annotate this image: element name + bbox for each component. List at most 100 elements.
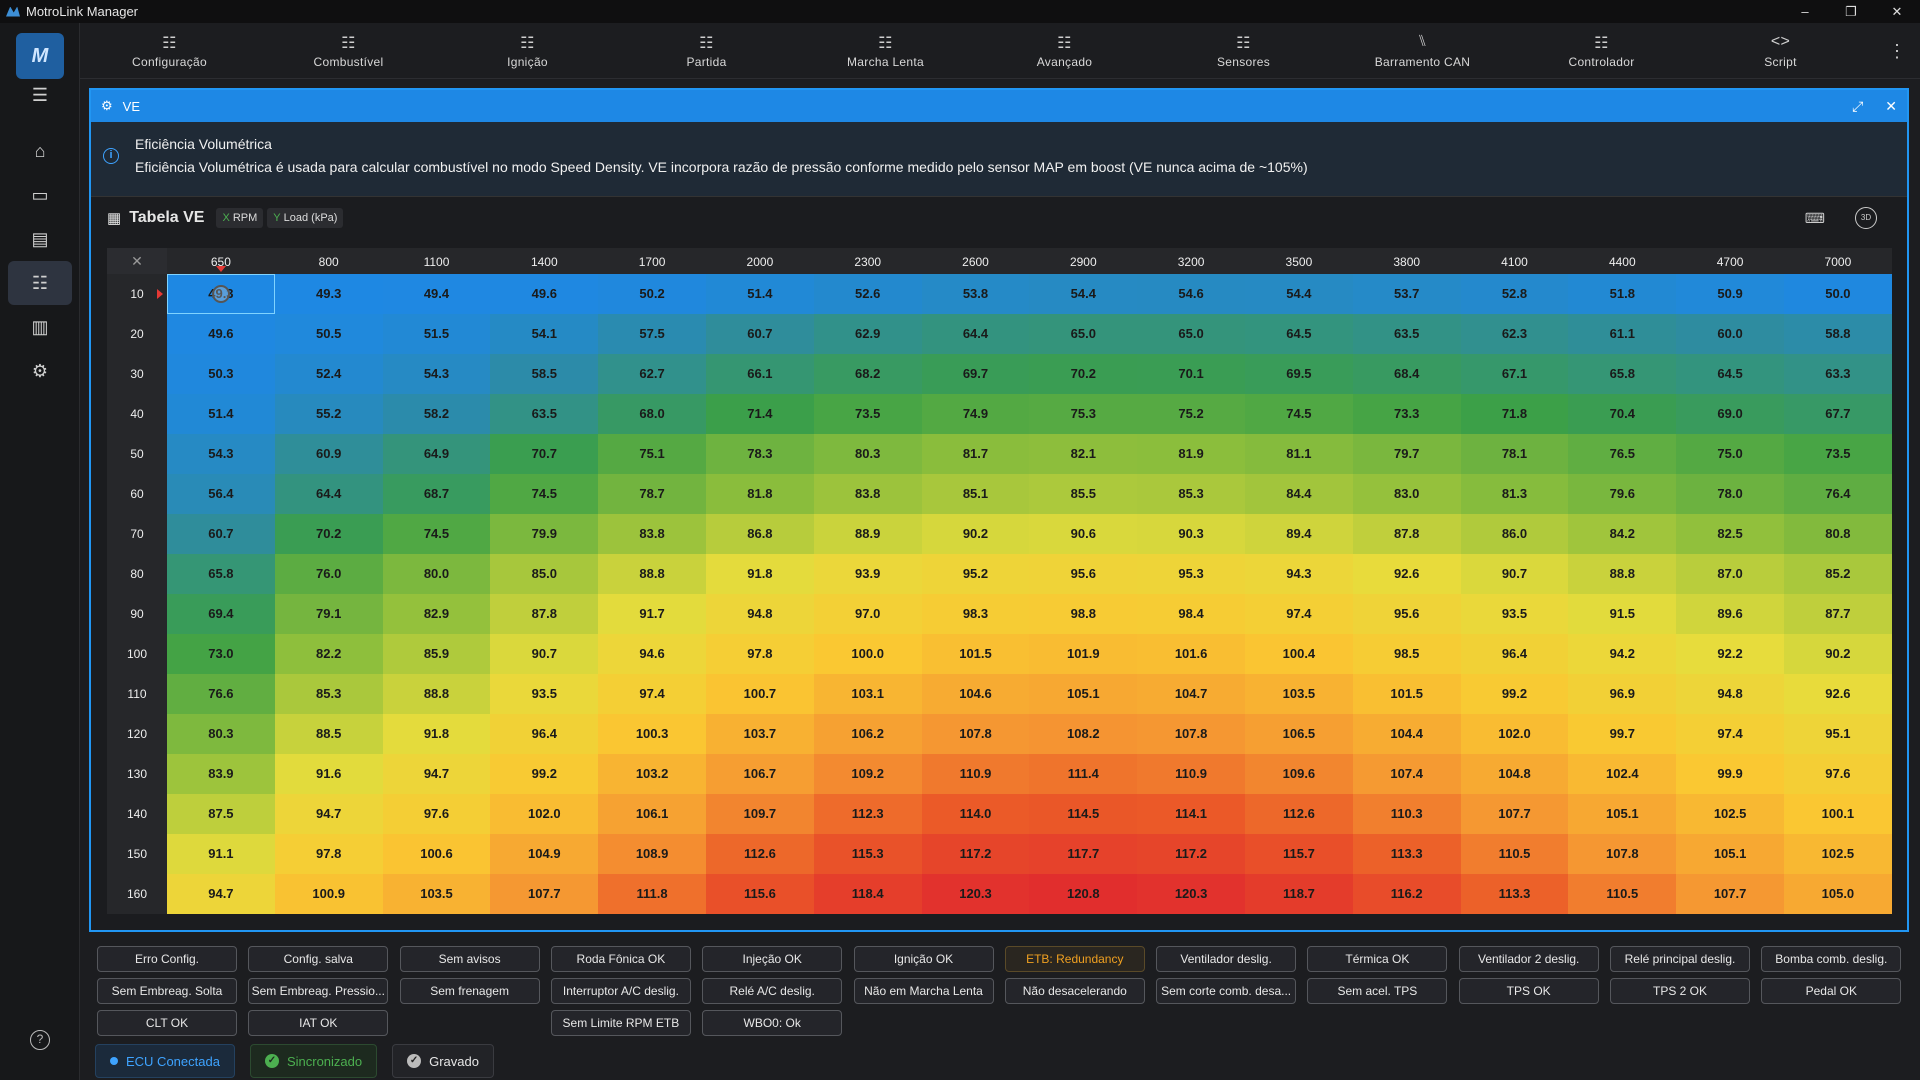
maximize-button[interactable]: ❐ <box>1845 4 1857 19</box>
ve-cell[interactable]: 70.2 <box>1029 354 1138 394</box>
ve-cell[interactable]: 87.5 <box>167 794 275 834</box>
nav-tab-barramento-can[interactable]: ⑊ Barramento CAN <box>1333 23 1512 79</box>
ve-cell[interactable]: 56.4 <box>167 474 275 514</box>
ve-cell[interactable]: 114.5 <box>1029 794 1138 834</box>
ve-cell[interactable]: 78.1 <box>1460 434 1569 474</box>
ve-cell[interactable]: 100.6 <box>382 834 491 874</box>
ve-cell[interactable]: 94.8 <box>706 594 814 634</box>
ve-cell[interactable]: 81.9 <box>1137 434 1245 474</box>
ve-cell[interactable]: 87.8 <box>490 594 599 634</box>
ve-cell[interactable]: 109.7 <box>706 794 814 834</box>
ve-cell[interactable]: 70.1 <box>1137 354 1245 394</box>
ve-cell[interactable]: 85.1 <box>921 474 1030 514</box>
ve-cell[interactable]: 116.2 <box>1352 874 1461 914</box>
ve-cell[interactable]: 103.5 <box>1245 674 1353 714</box>
ve-cell[interactable]: 82.9 <box>382 594 491 634</box>
ve-cell[interactable]: 65.0 <box>1029 314 1138 354</box>
ve-cell[interactable]: 83.0 <box>1352 474 1461 514</box>
ve-cell[interactable]: 79.7 <box>1352 434 1461 474</box>
keyboard-icon[interactable]: ⌨ <box>1804 209 1825 226</box>
ve-cell[interactable]: 97.6 <box>382 794 491 834</box>
ve-cell[interactable]: 103.7 <box>706 714 814 754</box>
nav-tab-igni-o[interactable]: ☷ Ignição <box>438 23 617 79</box>
ve-cell[interactable]: 120.3 <box>921 874 1030 914</box>
ve-cell[interactable]: 83.9 <box>167 754 275 794</box>
ve-cell[interactable]: 100.9 <box>274 874 383 914</box>
ve-cell[interactable]: 106.5 <box>1245 714 1353 754</box>
ve-cell[interactable]: 94.3 <box>1245 554 1353 594</box>
ve-cell[interactable]: 112.6 <box>1245 794 1353 834</box>
ve-cell[interactable]: 99.2 <box>1460 674 1569 714</box>
ve-cell[interactable]: 103.1 <box>813 674 922 714</box>
ve-cell[interactable]: 49.3 <box>274 274 383 314</box>
ve-cell[interactable]: 90.3 <box>1137 514 1245 554</box>
ve-cell[interactable]: 82.5 <box>1676 514 1784 554</box>
close-button[interactable]: ✕ <box>1891 4 1903 19</box>
ve-cell[interactable]: 58.5 <box>490 354 599 394</box>
ve-cell[interactable]: 92.6 <box>1784 674 1892 714</box>
ve-cell[interactable]: 90.2 <box>1784 634 1892 674</box>
ve-cell[interactable]: 80.3 <box>167 714 275 754</box>
ve-cell[interactable]: 81.3 <box>1460 474 1569 514</box>
ve-cell[interactable]: 75.2 <box>1137 394 1245 434</box>
ve-cell[interactable]: 54.3 <box>382 354 491 394</box>
ve-cell[interactable]: 96.9 <box>1568 674 1677 714</box>
ve-cell[interactable]: 49.6 <box>167 314 275 354</box>
ve-cell[interactable]: 64.9 <box>382 434 491 474</box>
ve-cell[interactable]: 92.2 <box>1676 634 1784 674</box>
ve-cell[interactable]: 100.7 <box>706 674 814 714</box>
ve-cell[interactable]: 97.6 <box>1784 754 1892 794</box>
ve-cell[interactable]: 50.9 <box>1676 274 1784 314</box>
expand-icon[interactable]: ⤢ <box>1852 97 1864 114</box>
ve-cell[interactable]: 63.3 <box>1784 354 1892 394</box>
ve-cell[interactable]: 94.7 <box>382 754 491 794</box>
ve-cell[interactable]: 91.6 <box>274 754 383 794</box>
ve-cell[interactable]: 97.4 <box>1676 714 1784 754</box>
ve-cell[interactable]: 73.0 <box>167 634 275 674</box>
ve-cell[interactable]: 84.2 <box>1568 514 1677 554</box>
ve-cell[interactable]: 102.5 <box>1676 794 1784 834</box>
ve-cell[interactable]: 115.7 <box>1245 834 1353 874</box>
ve-cell[interactable]: 79.9 <box>490 514 599 554</box>
ve-cell[interactable]: 64.4 <box>274 474 383 514</box>
ve-cell[interactable]: 63.5 <box>1352 314 1461 354</box>
ve-cell[interactable]: 96.4 <box>1460 634 1569 674</box>
ve-cell[interactable]: 118.7 <box>1245 874 1353 914</box>
ve-cell[interactable]: 107.4 <box>1352 754 1461 794</box>
ve-cell[interactable]: 78.7 <box>598 474 706 514</box>
ve-cell[interactable]: 67.1 <box>1460 354 1569 394</box>
nav-tab-combust-vel[interactable]: ☷ Combustível <box>259 23 438 79</box>
ve-cell[interactable]: 97.8 <box>706 634 814 674</box>
ve-cell[interactable]: 102.0 <box>490 794 599 834</box>
ve-cell[interactable]: 97.8 <box>274 834 383 874</box>
ve-cell[interactable]: 104.4 <box>1352 714 1461 754</box>
ve-cell[interactable]: 62.7 <box>598 354 706 394</box>
ve-cell[interactable]: 88.8 <box>382 674 491 714</box>
ve-cell[interactable]: 100.3 <box>598 714 706 754</box>
ve-cell[interactable]: 92.6 <box>1352 554 1461 594</box>
ve-cell[interactable]: 98.8 <box>1029 594 1138 634</box>
ve-cell[interactable]: 94.8 <box>1676 674 1784 714</box>
ve-cell[interactable]: 66.1 <box>706 354 814 394</box>
ve-cell[interactable]: 53.7 <box>1352 274 1461 314</box>
ve-cell[interactable]: 103.2 <box>598 754 706 794</box>
ve-cell[interactable]: 83.8 <box>598 514 706 554</box>
synced-button[interactable]: ✓ Sincronizado <box>249 1044 378 1078</box>
ve-cell[interactable]: 68.7 <box>382 474 491 514</box>
ve-cell[interactable]: 98.4 <box>1137 594 1245 634</box>
ve-cell[interactable]: 68.4 <box>1352 354 1461 394</box>
nav-tab-avan-ado[interactable]: ☷ Avançado <box>975 23 1154 79</box>
gear-icon[interactable]: ⚙ <box>31 360 49 381</box>
ve-cell[interactable]: 64.5 <box>1676 354 1784 394</box>
ve-cell[interactable]: 50.5 <box>274 314 383 354</box>
ve-cell[interactable]: 94.7 <box>167 874 275 914</box>
ve-cell[interactable]: 112.6 <box>706 834 814 874</box>
ve-cell[interactable]: 82.1 <box>1029 434 1138 474</box>
ve-cell[interactable]: 120.8 <box>1029 874 1138 914</box>
ve-cell[interactable]: 85.5 <box>1029 474 1138 514</box>
ve-cell[interactable]: 111.4 <box>1029 754 1138 794</box>
ve-cell[interactable]: 91.8 <box>382 714 491 754</box>
ve-cell[interactable]: 68.0 <box>598 394 706 434</box>
ve-cell[interactable]: 58.2 <box>382 394 491 434</box>
ve-cell[interactable]: 80.8 <box>1784 514 1892 554</box>
